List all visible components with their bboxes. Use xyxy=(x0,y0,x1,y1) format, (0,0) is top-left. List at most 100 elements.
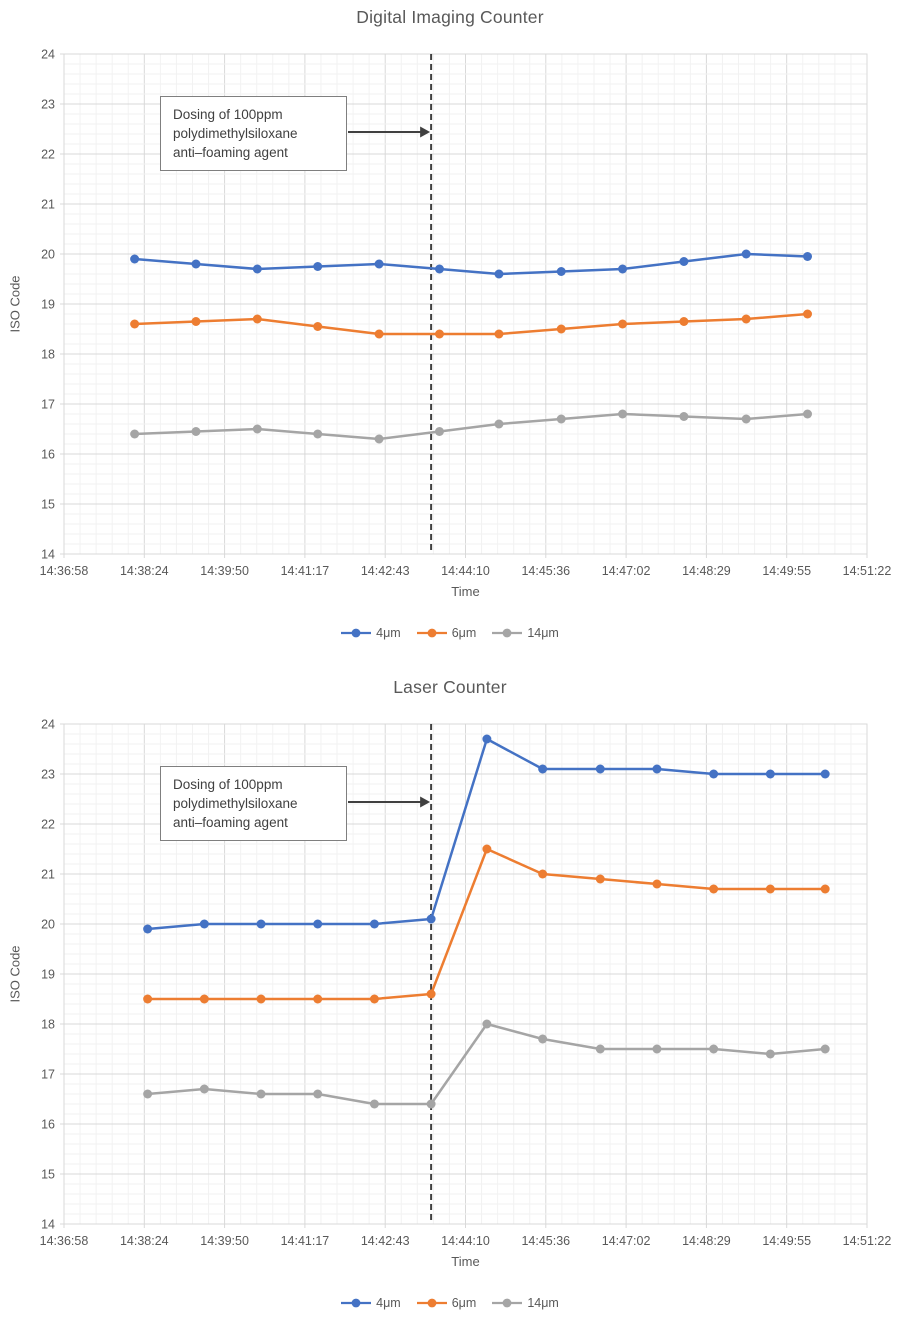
chart-title: Laser Counter xyxy=(393,677,507,697)
data-point-marker xyxy=(130,429,140,439)
x-tick-label: 14:48:29 xyxy=(682,564,731,578)
data-point-marker xyxy=(679,317,689,326)
legend-item-series-14um: 14μm xyxy=(492,626,559,640)
data-point-marker xyxy=(374,329,384,339)
legend-label: 6μm xyxy=(451,626,477,640)
y-tick-label: 19 xyxy=(41,968,55,982)
data-point-marker xyxy=(709,884,719,894)
y-tick-label: 20 xyxy=(41,248,55,262)
data-point-marker xyxy=(252,314,262,324)
x-tick-label: 14:41:17 xyxy=(281,564,330,578)
data-point-marker xyxy=(652,764,662,774)
y-tick-label: 18 xyxy=(41,348,55,362)
y-axis-title: ISO Code xyxy=(7,275,23,333)
x-tick-label: 14:38:24 xyxy=(120,1234,169,1248)
y-tick-label: 18 xyxy=(41,1018,55,1032)
laser-counter-chart: Laser Counter 14:36:58 14:38:24 14:39:50 14… xyxy=(0,670,900,1321)
data-point-marker xyxy=(191,259,201,269)
y-tick-label: 20 xyxy=(41,918,55,932)
x-tick-label: 14:38:24 xyxy=(120,564,169,578)
x-tick-label: 14:45:36 xyxy=(521,1234,570,1248)
data-point-marker xyxy=(434,427,444,436)
data-point-marker xyxy=(556,414,566,424)
annotation-line: Dosing of 100ppm xyxy=(173,777,283,792)
data-point-marker xyxy=(313,262,323,271)
data-point-marker xyxy=(820,1044,830,1054)
data-point-marker xyxy=(595,874,605,884)
y-tick-label: 17 xyxy=(41,398,55,412)
x-tick-label: 14:36:58 xyxy=(40,564,89,578)
x-tick-label: 14:39:50 xyxy=(200,564,249,578)
annotation-arrow xyxy=(348,126,431,138)
data-point-marker xyxy=(709,769,719,779)
x-tick-label: 14:41:17 xyxy=(281,1234,330,1248)
series-4um-line xyxy=(130,249,813,279)
data-point-marker xyxy=(130,319,140,329)
data-point-marker xyxy=(313,919,323,929)
legend-label: 14μm xyxy=(527,626,559,640)
data-point-marker xyxy=(652,879,662,889)
legend-marker-icon xyxy=(492,1298,523,1308)
data-point-marker xyxy=(143,924,153,934)
data-point-marker xyxy=(494,419,504,429)
series-14um-line xyxy=(130,409,813,444)
x-tick-label: 14:49:55 xyxy=(762,564,811,578)
annotation-line: polydimethylsiloxane xyxy=(173,126,298,141)
y-tick-label: 23 xyxy=(41,98,55,112)
annotation-arrow xyxy=(348,796,431,808)
legend-item-series-6um: 6μm xyxy=(416,626,477,640)
legend-label: 6μm xyxy=(451,1296,477,1310)
digital-imaging-plot: 14:36:58 14:38:24 14:39:50 14:41:17 14:42:43… xyxy=(40,48,892,579)
data-point-marker xyxy=(482,844,492,854)
data-point-marker xyxy=(199,919,209,929)
legend-item-series-4um: 4μm xyxy=(341,626,401,640)
annotation-line: Dosing of 100ppm xyxy=(173,107,283,122)
y-axis-labels: 14 15 16 17 18 19 20 21 22 23 24 xyxy=(41,48,64,562)
data-point-marker xyxy=(618,409,628,419)
data-point-marker xyxy=(130,254,140,264)
data-point-marker xyxy=(199,1084,209,1094)
y-tick-label: 23 xyxy=(41,768,55,782)
data-point-marker xyxy=(434,264,444,274)
data-point-marker xyxy=(741,249,751,259)
x-tick-label: 14:51:22 xyxy=(843,564,892,578)
legend-item-series-6um: 6μm xyxy=(416,1296,477,1310)
x-axis-title: Time xyxy=(451,1254,480,1269)
annotation-box: Dosing of 100ppm polydimethylsiloxane an… xyxy=(160,96,347,171)
data-point-marker xyxy=(595,764,605,774)
data-point-marker xyxy=(538,764,548,774)
data-point-marker xyxy=(803,409,813,419)
x-axis-labels: 14:36:58 14:38:24 14:39:50 14:41:17 14:42:43… xyxy=(40,1224,891,1248)
data-point-marker xyxy=(143,994,153,1004)
y-tick-label: 14 xyxy=(41,1218,55,1232)
x-tick-label: 14:39:50 xyxy=(200,1234,249,1248)
data-point-marker xyxy=(256,994,266,1004)
y-tick-label: 14 xyxy=(41,548,55,562)
y-tick-label: 21 xyxy=(41,868,55,882)
y-tick-label: 15 xyxy=(41,1168,55,1182)
x-tick-label: 14:44:10 xyxy=(441,564,490,578)
data-point-marker xyxy=(369,1099,379,1109)
y-tick-label: 19 xyxy=(41,298,55,312)
data-point-marker xyxy=(191,317,201,326)
data-point-marker xyxy=(820,884,830,894)
x-axis-title: Time xyxy=(451,584,480,599)
y-axis-title: ISO Code xyxy=(7,945,23,1003)
annotation-box: Dosing of 100ppm polydimethylsiloxane an… xyxy=(160,766,347,841)
legend-label: 14μm xyxy=(527,1296,559,1310)
arrowhead-icon xyxy=(420,126,431,138)
series-6um-line xyxy=(143,844,830,1004)
data-point-marker xyxy=(313,322,323,331)
data-point-marker xyxy=(765,769,775,779)
data-point-marker xyxy=(256,919,266,929)
data-point-marker xyxy=(820,769,830,779)
data-point-marker xyxy=(679,257,689,266)
data-point-marker xyxy=(369,994,379,1004)
legend-marker-icon xyxy=(492,628,523,638)
y-tick-label: 21 xyxy=(41,198,55,212)
legend: 4μm 6μm 14μm xyxy=(0,1296,900,1310)
data-point-marker xyxy=(374,259,384,269)
data-point-marker xyxy=(765,1049,775,1059)
x-tick-label: 14:47:02 xyxy=(602,564,651,578)
